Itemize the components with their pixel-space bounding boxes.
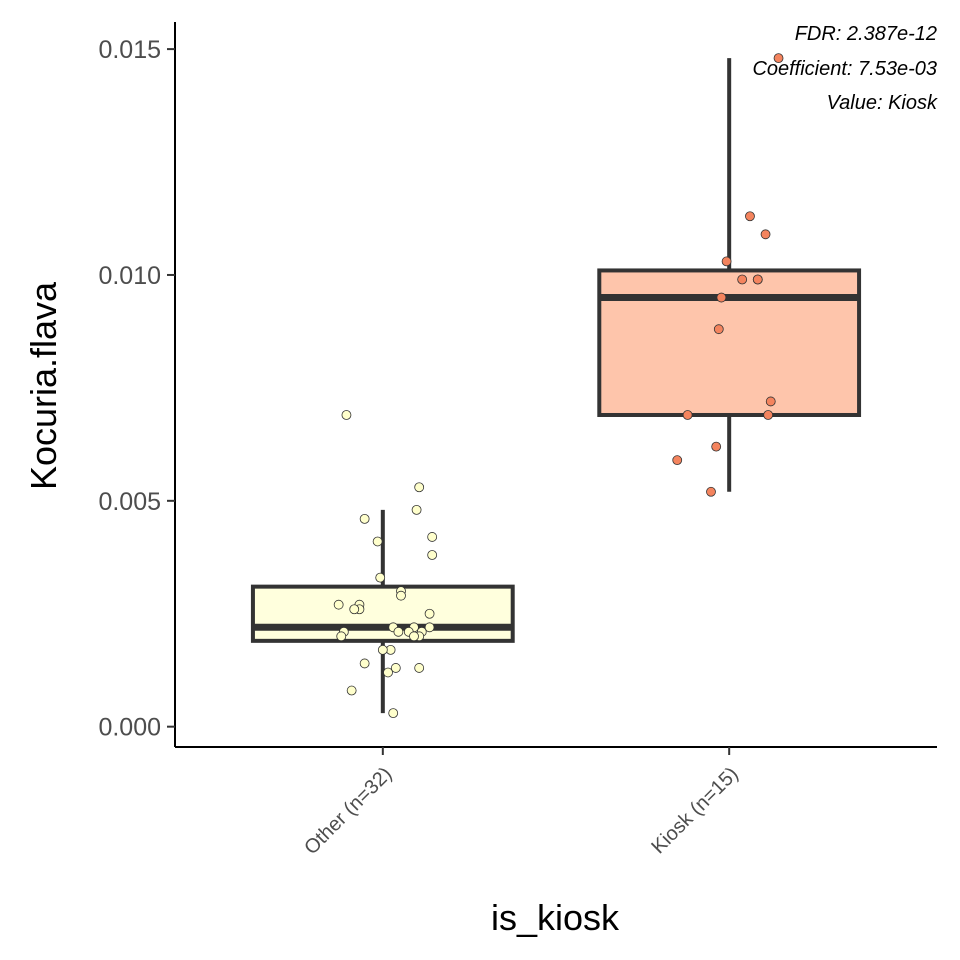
data-point <box>721 256 732 267</box>
data-point <box>409 631 419 642</box>
plot-area: 0.000 0.005 0.010 0.015 Other (n=32) Kiosk (n… <box>98 22 937 859</box>
data-point <box>359 513 370 524</box>
data-point <box>393 626 404 637</box>
data-point <box>359 658 370 669</box>
data-point <box>336 631 347 642</box>
data-point <box>396 590 406 601</box>
x-axis-title: is_kiosk <box>491 897 620 938</box>
data-point <box>427 532 438 542</box>
data-point <box>414 482 425 493</box>
data-point <box>390 663 401 673</box>
data-point <box>765 396 776 407</box>
data-point <box>752 274 763 285</box>
data-point <box>341 410 352 420</box>
data-point <box>427 550 438 560</box>
value-annotation: Value: Kiosk <box>827 92 938 114</box>
x-tick-label: Other (n=32) <box>300 763 396 859</box>
data-point <box>388 708 399 719</box>
fdr-annotation: FDR: 2.387e-12 <box>795 23 937 45</box>
data-point <box>375 572 386 583</box>
y-tick-label: 0.015 <box>98 36 161 64</box>
data-point <box>716 292 727 303</box>
data-point <box>745 211 755 222</box>
data-point <box>411 504 422 515</box>
data-point <box>414 663 425 673</box>
y-tick-label: 0.005 <box>98 488 161 516</box>
y-tick-label: 0.000 <box>98 714 161 742</box>
data-point <box>349 604 360 615</box>
data-point <box>763 410 774 420</box>
data-point <box>372 536 383 547</box>
data-point <box>346 685 357 696</box>
coefficient-annotation: Coefficient: 7.53e-03 <box>752 58 937 80</box>
y-axis-title: Kocuria.flava <box>23 281 64 490</box>
data-point <box>706 486 716 497</box>
data-point <box>424 608 435 619</box>
data-point <box>737 274 748 285</box>
y-tick-label: 0.010 <box>98 262 161 290</box>
data-point <box>333 599 344 610</box>
data-point <box>383 667 393 678</box>
data-point <box>773 53 784 64</box>
data-point <box>713 324 724 335</box>
box-iqr <box>250 584 515 643</box>
data-point <box>760 229 771 240</box>
box-iqr <box>597 268 862 417</box>
x-tick-label: Kiosk (n=15) <box>647 763 742 858</box>
data-point <box>424 622 435 633</box>
data-point <box>711 441 722 452</box>
data-point <box>682 410 693 420</box>
data-point <box>377 644 388 655</box>
data-point <box>672 455 683 466</box>
